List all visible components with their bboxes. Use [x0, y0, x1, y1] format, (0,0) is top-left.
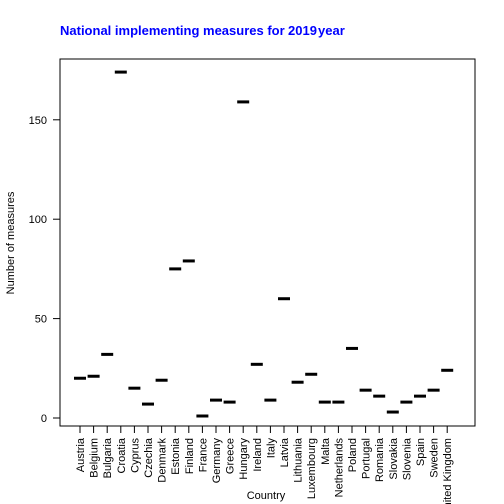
y-tick-label: 0 — [41, 413, 47, 425]
x-tick-label: Cyprus — [129, 438, 141, 473]
x-tick-label: Lithuania — [293, 437, 305, 483]
x-tick-label: Slovakia — [388, 437, 400, 479]
x-tick-label: Sweden — [429, 438, 441, 478]
x-tick-label: Luxembourg — [306, 438, 318, 499]
x-tick-label: Estonia — [170, 437, 182, 475]
x-tick-label: Finland — [184, 438, 196, 474]
plot-frame — [59, 58, 476, 427]
x-axis: Austria Belgium Bulgaria Croatia Cyprus Czech… — [75, 425, 454, 504]
x-tick-label: United Kingdom — [442, 438, 454, 504]
x-tick-label: Austria — [75, 437, 87, 472]
x-tick-label: Italy — [265, 438, 277, 459]
x-tick-label: Hungary — [238, 438, 250, 480]
x-tick-label: Spain — [415, 438, 427, 466]
x-tick-label: Greece — [225, 438, 237, 474]
y-tick-label: 50 — [35, 314, 47, 326]
x-tick-label: Czechia — [143, 437, 155, 478]
x-tick-label: Bulgaria — [102, 437, 114, 478]
x-tick-label: Belgium — [89, 438, 101, 478]
x-axis-title: Country — [247, 490, 286, 502]
y-axis: 0 50 100 150 — [29, 115, 61, 425]
x-tick-label: Croatia — [116, 437, 128, 473]
chart-title: National implementing measures for — [60, 23, 285, 38]
x-tick-label: Poland — [347, 438, 359, 472]
x-tick-label: Slovenia — [401, 437, 413, 480]
x-tick-label: Latvia — [279, 437, 291, 467]
x-tick-label: Germany — [211, 438, 223, 484]
x-tick-label: Malta — [320, 437, 332, 465]
chart-title-year: 2019 — [288, 23, 317, 38]
x-tick-label: Netherlands — [333, 438, 345, 498]
data-marks — [74, 70, 454, 418]
chart-title-suffix: year — [318, 23, 345, 38]
x-tick-label: Ireland — [252, 438, 264, 472]
x-tick-label: France — [197, 438, 209, 472]
x-tick-label: Romania — [374, 437, 386, 482]
y-tick-label: 100 — [29, 214, 47, 226]
x-tick-label: Denmark — [157, 438, 169, 483]
y-axis-title: Number of measures — [5, 191, 17, 294]
x-tick-label: Portugal — [361, 438, 373, 479]
y-tick-label: 150 — [29, 115, 47, 127]
